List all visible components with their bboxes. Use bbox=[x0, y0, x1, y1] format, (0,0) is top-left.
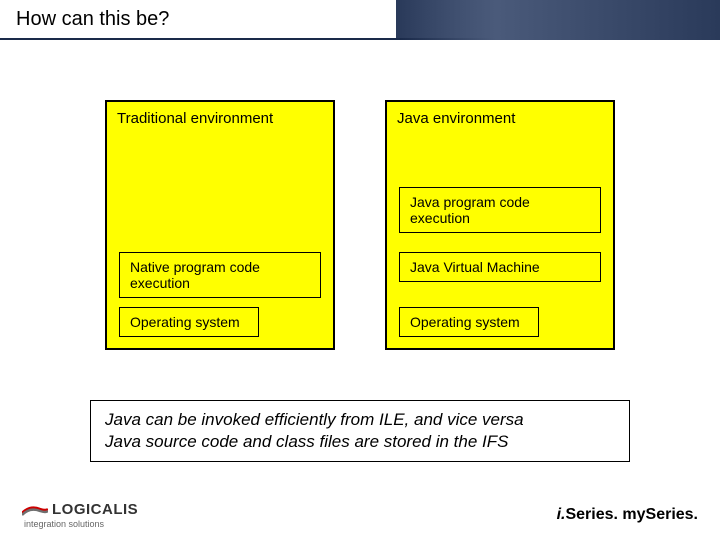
traditional-header: Traditional environment bbox=[117, 110, 323, 127]
logicalis-logo: LOGICALIS integration solutions bbox=[22, 501, 138, 529]
os-box-left: Operating system bbox=[119, 307, 259, 337]
logicalis-tagline: integration solutions bbox=[24, 519, 104, 529]
java-program-box: Java program code execution bbox=[399, 187, 601, 233]
logicalis-name: LOGICALIS bbox=[52, 501, 138, 518]
footer-text-box: Java can be invoked efficiently from ILE… bbox=[90, 400, 630, 462]
header-decoration bbox=[400, 0, 720, 40]
iseries-text: Series. bbox=[565, 506, 617, 523]
header-bar: How can this be? bbox=[0, 0, 720, 40]
iseries-myseries-logo: i.Series. mySeries. bbox=[557, 506, 698, 524]
content-area: Traditional environment Native program c… bbox=[0, 40, 720, 482]
native-execution-box: Native program code execution bbox=[119, 252, 321, 298]
java-column: Java environment Java program code execu… bbox=[385, 100, 615, 350]
myseries-text: Series. bbox=[646, 506, 698, 523]
columns-container: Traditional environment Native program c… bbox=[40, 100, 680, 350]
footer-line-1: Java can be invoked efficiently from ILE… bbox=[105, 409, 615, 431]
logicalis-swoosh-icon bbox=[22, 503, 48, 517]
footer-line-2: Java source code and class files are sto… bbox=[105, 431, 615, 453]
traditional-column: Traditional environment Native program c… bbox=[105, 100, 335, 350]
jvm-box: Java Virtual Machine bbox=[399, 252, 601, 282]
bottom-bar: LOGICALIS integration solutions i.Series… bbox=[0, 490, 720, 540]
os-box-right: Operating system bbox=[399, 307, 539, 337]
slide-title: How can this be? bbox=[16, 8, 169, 31]
myseries-prefix: my bbox=[622, 506, 645, 523]
java-header: Java environment bbox=[397, 110, 603, 127]
